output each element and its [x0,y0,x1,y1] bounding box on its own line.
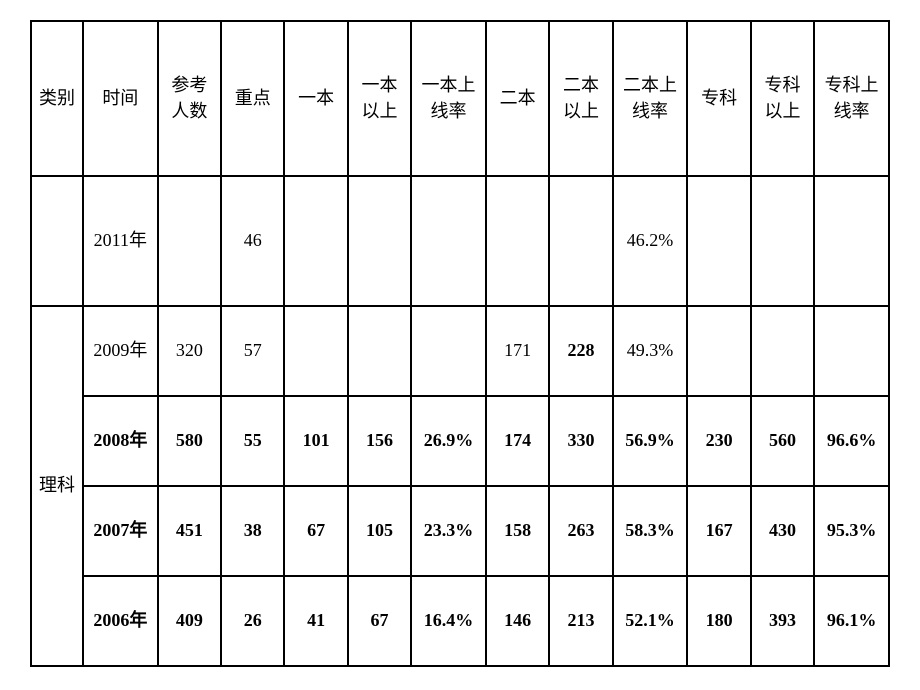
cell-tier2 [486,176,549,306]
cell-vocational: 230 [687,396,750,486]
cell-tier1: 41 [284,576,347,666]
cell-tier1above [348,306,411,396]
cell-year: 2006年 [83,576,158,666]
cell-tier1above: 105 [348,486,411,576]
cell-year: 2008年 [83,396,158,486]
cell-vocational [687,176,750,306]
cell-tier1above: 156 [348,396,411,486]
header-tier2rate: 二本上线率 [613,21,688,176]
header-tier2above: 二本以上 [549,21,612,176]
header-time: 时间 [83,21,158,176]
cell-vocabove [751,306,814,396]
cell-examinees: 580 [158,396,221,486]
cell-tier2: 171 [486,306,549,396]
cell-tier1rate: 16.4% [411,576,486,666]
table-header-row: 类别 时间 参考人数 重点 一本 一本以上 一本上线率 二本 二本以上 二本上线… [31,21,889,176]
cell-tier2rate: 58.3% [613,486,688,576]
cell-tier2: 146 [486,576,549,666]
cell-year: 2011年 [83,176,158,306]
cell-tier1rate: 26.9% [411,396,486,486]
cell-tier2rate: 46.2% [613,176,688,306]
header-keypoint: 重点 [221,21,284,176]
header-tier2: 二本 [486,21,549,176]
header-vocational: 专科 [687,21,750,176]
cell-tier1above: 67 [348,576,411,666]
cell-vocabove: 430 [751,486,814,576]
cell-vocational [687,306,750,396]
cell-tier2above: 213 [549,576,612,666]
cell-year: 2009年 [83,306,158,396]
exam-stats-table: 类别 时间 参考人数 重点 一本 一本以上 一本上线率 二本 二本以上 二本上线… [30,20,890,667]
cell-keypoint: 57 [221,306,284,396]
header-tier1rate: 一本上线率 [411,21,486,176]
cell-tier1: 101 [284,396,347,486]
cell-vocrate [814,176,889,306]
cell-vocrate: 96.6% [814,396,889,486]
cell-vocrate: 96.1% [814,576,889,666]
cell-tier2rate: 56.9% [613,396,688,486]
cell-tier2above: 228 [549,306,612,396]
cell-tier1: 67 [284,486,347,576]
cell-vocrate: 95.3% [814,486,889,576]
cell-examinees: 320 [158,306,221,396]
cell-tier1 [284,306,347,396]
cell-vocational: 180 [687,576,750,666]
cell-tier1 [284,176,347,306]
cell-examinees: 409 [158,576,221,666]
cell-examinees [158,176,221,306]
cell-examinees: 451 [158,486,221,576]
cell-keypoint: 46 [221,176,284,306]
header-category: 类别 [31,21,83,176]
cell-tier1rate [411,176,486,306]
table-row: 2011年 46 46.2% [31,176,889,306]
cell-category-blank [31,176,83,306]
cell-tier1rate: 23.3% [411,486,486,576]
cell-keypoint: 38 [221,486,284,576]
header-vocrate: 专科上线率 [814,21,889,176]
header-vocabove: 专科以上 [751,21,814,176]
cell-tier2above [549,176,612,306]
header-tier1above: 一本以上 [348,21,411,176]
cell-tier2above: 330 [549,396,612,486]
cell-tier2: 174 [486,396,549,486]
cell-category: 理科 [31,306,83,666]
cell-vocabove: 393 [751,576,814,666]
cell-vocational: 167 [687,486,750,576]
cell-year: 2007年 [83,486,158,576]
cell-keypoint: 26 [221,576,284,666]
cell-tier2rate: 49.3% [613,306,688,396]
table-row: 2007年 451 38 67 105 23.3% 158 263 58.3% … [31,486,889,576]
table-row: 理科 2009年 320 57 171 228 49.3% [31,306,889,396]
cell-tier2above: 263 [549,486,612,576]
header-examinees: 参考人数 [158,21,221,176]
header-tier1: 一本 [284,21,347,176]
cell-keypoint: 55 [221,396,284,486]
cell-vocabove [751,176,814,306]
cell-tier2: 158 [486,486,549,576]
cell-tier1rate [411,306,486,396]
table-row: 2006年 409 26 41 67 16.4% 146 213 52.1% 1… [31,576,889,666]
cell-tier2rate: 52.1% [613,576,688,666]
cell-tier1above [348,176,411,306]
cell-vocabove: 560 [751,396,814,486]
table-row: 2008年 580 55 101 156 26.9% 174 330 56.9%… [31,396,889,486]
cell-vocrate [814,306,889,396]
